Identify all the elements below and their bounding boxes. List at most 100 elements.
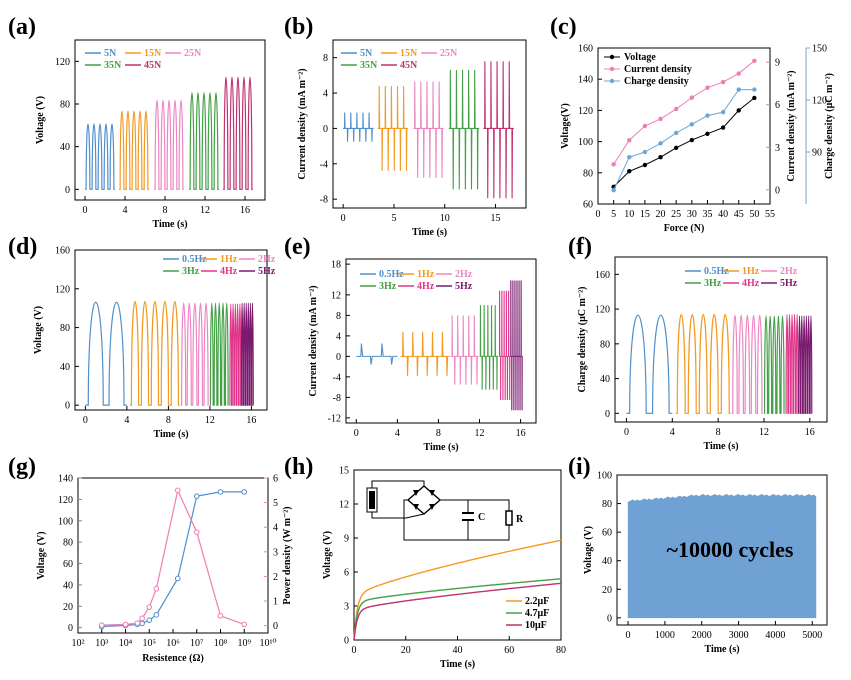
x-tick-label: 0 bbox=[341, 213, 346, 224]
series-Charge density bbox=[613, 89, 755, 191]
legend-label: 45N bbox=[144, 60, 162, 71]
legend-label: 5N bbox=[104, 48, 117, 59]
x-axis-label: Resistence (Ω) bbox=[142, 653, 204, 664]
x-tick-label: 4000 bbox=[765, 630, 785, 641]
x-tick-label: 0 bbox=[83, 205, 88, 216]
x-axis-label: Time (s) bbox=[412, 227, 447, 238]
x-tick-label: 16 bbox=[246, 415, 256, 426]
y-tick-label: 12 bbox=[331, 290, 341, 301]
x-tick-label: 60 bbox=[504, 645, 514, 656]
panel-c: (c)0 5 10 15 20 25 30 35 40 45 50 55608010012014016… bbox=[550, 14, 835, 234]
series-35N bbox=[189, 92, 219, 190]
data-point bbox=[658, 155, 663, 160]
series-0.5Hz bbox=[85, 301, 127, 406]
y-tick-label: 60 bbox=[602, 528, 612, 539]
series-25N bbox=[413, 81, 444, 178]
plot-frame bbox=[597, 47, 771, 205]
data-point bbox=[146, 604, 153, 610]
data-point bbox=[673, 106, 679, 112]
y-tick-label: 120 bbox=[55, 284, 70, 295]
data-point bbox=[193, 493, 200, 499]
x-tick-label: 5 bbox=[611, 209, 616, 220]
series-Current density bbox=[613, 60, 755, 165]
teng-source-core bbox=[369, 491, 375, 509]
data-point bbox=[752, 95, 757, 101]
diode-icon bbox=[413, 490, 419, 496]
y-tick-label: 80 bbox=[60, 323, 70, 334]
y-tick-label: 120 bbox=[58, 495, 73, 506]
x-tick-label: 10⁷ bbox=[190, 638, 204, 649]
series-45N bbox=[483, 61, 514, 199]
y-tick-label: 80 bbox=[60, 100, 70, 111]
x-tick-label: 2000 bbox=[692, 630, 712, 641]
legend-label: 3Hz bbox=[379, 281, 397, 292]
data-point bbox=[217, 489, 224, 495]
y-tick-label: 12 bbox=[339, 500, 349, 511]
x-tick-label: 30 bbox=[687, 209, 697, 220]
x-tick-label: 4 bbox=[124, 415, 129, 426]
y-tick-label: 140 bbox=[578, 75, 593, 86]
data-point bbox=[642, 123, 648, 129]
x-tick-label: 0 bbox=[354, 428, 359, 439]
data-point bbox=[720, 79, 726, 85]
plot-frame bbox=[614, 256, 828, 423]
x-tick-label: 8 bbox=[716, 427, 721, 438]
y-tick-label: 4 bbox=[336, 331, 341, 342]
y-tick-label: 120 bbox=[812, 96, 827, 107]
wire bbox=[403, 499, 510, 541]
bridge-rectifier bbox=[406, 485, 442, 515]
data-point bbox=[705, 85, 710, 90]
data-point bbox=[153, 612, 160, 618]
x-tick-label: 40 bbox=[718, 209, 728, 220]
data-point bbox=[752, 58, 757, 63]
data-point bbox=[217, 612, 224, 619]
series-power-density bbox=[101, 488, 245, 626]
y-tick-label: -8 bbox=[333, 393, 341, 404]
series-2Hz bbox=[180, 302, 209, 406]
data-point bbox=[689, 137, 695, 143]
data-point bbox=[736, 71, 741, 76]
data-point bbox=[658, 141, 663, 146]
legend-label: 3Hz bbox=[704, 278, 722, 289]
x-tick-label: 16 bbox=[516, 428, 526, 439]
series-25N bbox=[154, 99, 184, 190]
legend-label: 2.2μF bbox=[525, 596, 549, 607]
series-5N bbox=[343, 112, 374, 142]
legend-label: Charge density bbox=[624, 76, 689, 87]
y-tick-label: 160 bbox=[595, 270, 610, 281]
panel-i: (i) 0 1000 2000 3000 4000 5000 0 20 40 60 80 100 Time… bbox=[568, 454, 828, 655]
legend-label: 25N bbox=[184, 48, 202, 59]
y-tick-label: 90 bbox=[812, 148, 822, 159]
data-point bbox=[174, 575, 181, 582]
data-point bbox=[146, 617, 153, 623]
resistor bbox=[505, 510, 513, 526]
wire bbox=[405, 513, 425, 519]
y-tick-label: 18 bbox=[331, 260, 341, 271]
wire bbox=[371, 480, 425, 488]
x-tick-label: 8 bbox=[436, 428, 441, 439]
y-tick-label: 0 bbox=[65, 401, 70, 412]
y-tick-label: 100 bbox=[578, 137, 593, 148]
y-axis-label: Voltage (V) bbox=[35, 96, 46, 144]
x-tick-label: 55 bbox=[765, 209, 775, 220]
data-point bbox=[174, 487, 181, 494]
y-tick-label: 3 bbox=[273, 547, 278, 558]
y-tick-label: 0 bbox=[607, 613, 612, 624]
x-tick-label: 16 bbox=[805, 427, 815, 438]
series-45N bbox=[223, 76, 253, 190]
x-tick-label: 16 bbox=[240, 205, 250, 216]
y-tick-label: 40 bbox=[60, 362, 70, 373]
data-point bbox=[658, 116, 663, 122]
x-tick-label: 10³ bbox=[95, 638, 108, 649]
series-Voltage bbox=[613, 97, 755, 188]
data-point bbox=[139, 615, 145, 622]
y-axis-label: Current density (mA m⁻²) bbox=[297, 68, 308, 179]
y-tick-label: 3 bbox=[344, 602, 349, 613]
panel-label: (f) bbox=[568, 234, 592, 260]
y-tick-label: 0 bbox=[65, 185, 70, 196]
x-tick-label: 10² bbox=[72, 638, 85, 649]
y-tick-label: -12 bbox=[328, 413, 341, 424]
cycles-annotation: ~10000 cycles bbox=[667, 537, 794, 562]
series-3Hz bbox=[763, 315, 785, 414]
data-point bbox=[689, 122, 695, 127]
